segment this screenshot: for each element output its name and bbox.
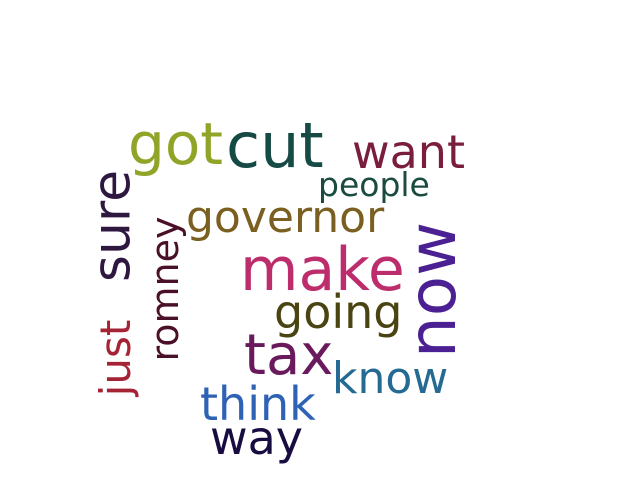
word-people: people xyxy=(318,165,430,204)
word-want: want xyxy=(352,125,466,179)
word-tax: tax xyxy=(244,323,334,388)
word-cut: cut xyxy=(226,109,324,182)
word-sure: sure xyxy=(82,169,143,283)
word-way: way xyxy=(210,411,304,465)
word-got: got xyxy=(128,110,224,178)
word-make: make xyxy=(240,235,405,305)
word-romney: romney xyxy=(143,216,187,362)
word-know: know xyxy=(332,353,449,404)
word-governor: governor xyxy=(186,192,385,243)
word-now: now xyxy=(394,221,471,359)
word-going: going xyxy=(274,285,403,339)
word-think: think xyxy=(200,377,316,431)
word-just: just xyxy=(91,319,140,397)
